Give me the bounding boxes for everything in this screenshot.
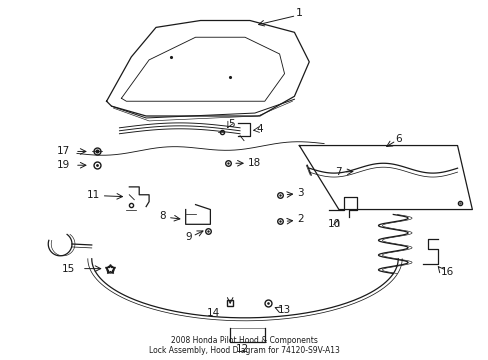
Text: 3: 3 [297, 188, 304, 198]
Text: 14: 14 [206, 308, 220, 318]
Text: 15: 15 [62, 264, 75, 274]
Text: 17: 17 [57, 147, 70, 157]
Text: 19: 19 [57, 160, 70, 170]
Text: 6: 6 [394, 134, 401, 144]
Text: 7: 7 [335, 167, 341, 177]
Text: 16: 16 [440, 266, 453, 276]
Text: 1: 1 [295, 8, 302, 18]
Text: 2008 Honda Pilot Hood & Components
Lock Assembly, Hood Diagram for 74120-S9V-A13: 2008 Honda Pilot Hood & Components Lock … [148, 336, 339, 355]
Text: 8: 8 [159, 211, 165, 221]
Text: 11: 11 [87, 190, 100, 200]
Text: 13: 13 [277, 305, 290, 315]
Text: 10: 10 [327, 219, 340, 229]
Text: 2: 2 [297, 215, 304, 224]
Text: 4: 4 [256, 124, 263, 134]
Text: 5: 5 [228, 119, 234, 129]
Text: 18: 18 [247, 158, 261, 168]
Text: 9: 9 [185, 232, 192, 242]
Text: 12: 12 [235, 345, 248, 354]
